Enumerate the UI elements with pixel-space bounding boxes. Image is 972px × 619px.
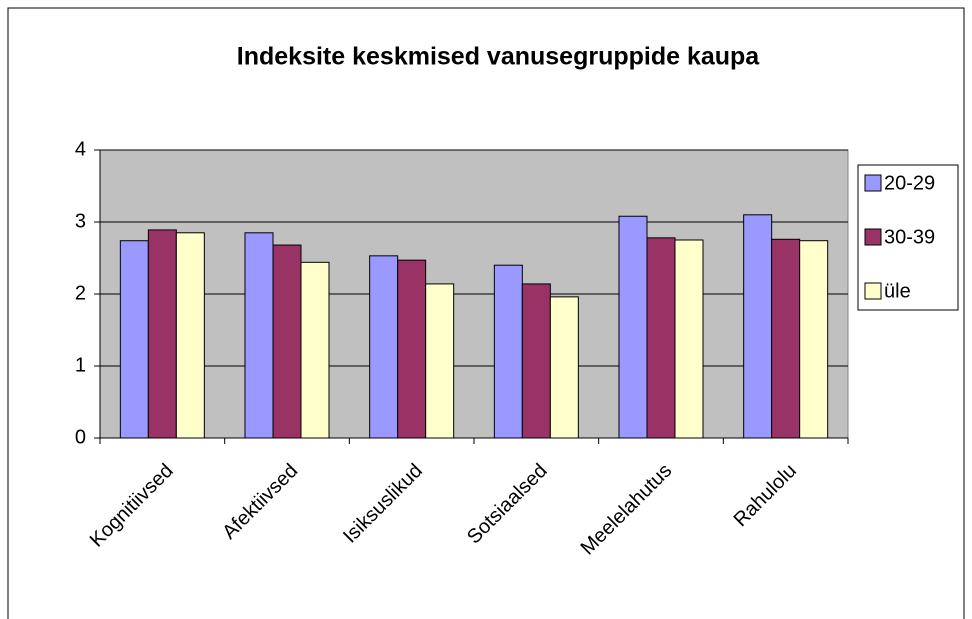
legend-label: 20-29: [884, 172, 935, 194]
y-tick-label: 3: [75, 210, 86, 232]
y-tick-label: 0: [75, 426, 86, 448]
bar: [618, 215, 648, 439]
legend-label: 30-39: [884, 226, 935, 248]
bar: [397, 259, 427, 439]
bar: [272, 244, 302, 439]
bar: [646, 237, 676, 439]
legend-swatch: [864, 282, 882, 300]
y-tick-label: 2: [75, 282, 86, 304]
bar: [300, 261, 330, 439]
bar: [743, 214, 773, 439]
legend-label: üle: [884, 280, 911, 302]
bar: [175, 232, 205, 439]
chart-title: Indeksite keskmised vanusegruppide kaupa: [237, 43, 761, 71]
y-tick-label: 4: [75, 138, 86, 160]
bar: [771, 238, 801, 439]
bar: [147, 229, 177, 439]
bar: [369, 255, 399, 439]
bar: [244, 232, 274, 439]
bar: [799, 240, 829, 439]
y-tick-label: 1: [75, 354, 86, 376]
legend-swatch: [864, 228, 882, 246]
legend-swatch: [864, 174, 882, 192]
bar: [549, 296, 579, 439]
bar: [521, 283, 551, 439]
bar: [674, 239, 704, 439]
bar: [425, 283, 455, 439]
bar: [493, 264, 523, 439]
bar: [119, 240, 149, 439]
